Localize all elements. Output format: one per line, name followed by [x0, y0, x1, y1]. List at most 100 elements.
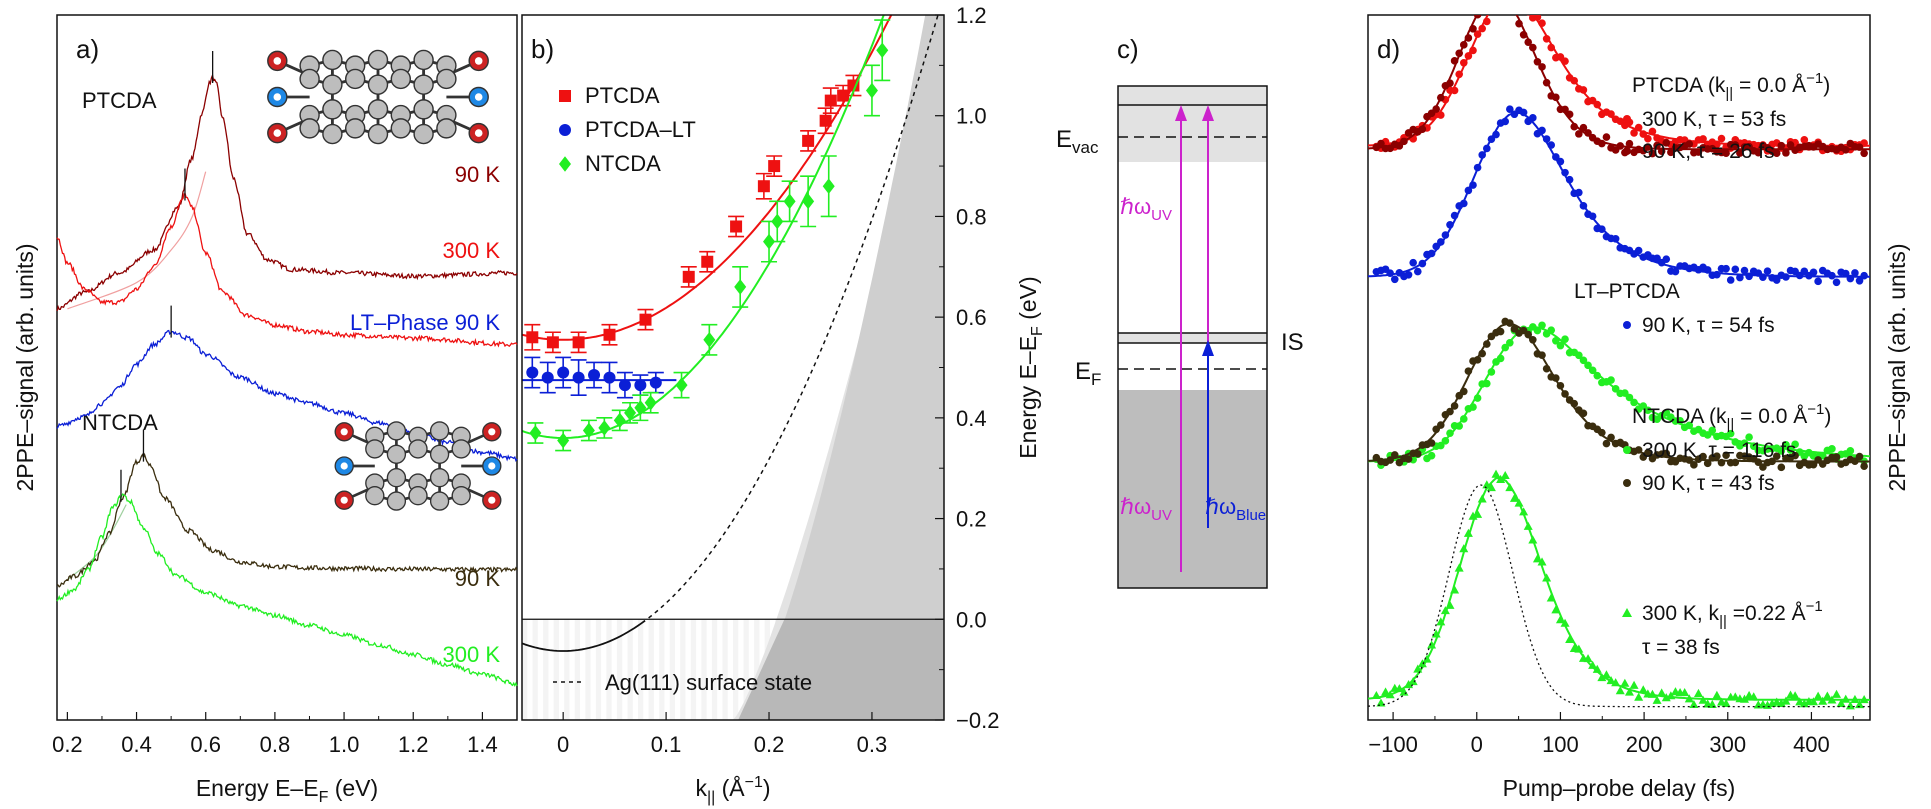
panel-a-spectrum-line	[56, 192, 518, 348]
ptcda-molecule-icon-atom-c	[322, 123, 343, 145]
panel-a-group-ntcda: NTCDA	[82, 410, 158, 435]
panel-d-point	[1699, 452, 1707, 461]
panel-b-xlabel: k|| (Å−1)	[695, 774, 770, 806]
panel-d-point	[1634, 692, 1644, 701]
ptcda-molecule-icon-atom-o-core	[273, 57, 282, 65]
ntcda-molecule-icon-atom-o-core	[488, 428, 496, 436]
panel-d-point	[1860, 462, 1868, 471]
panel-d-point	[1713, 452, 1721, 460]
panel-d-point	[1731, 265, 1740, 274]
panel-c-ef-label: EF	[1075, 358, 1101, 389]
panel-d-point	[1620, 678, 1630, 687]
panel-d-legend-text-part: = 0.0 Å	[1734, 405, 1807, 428]
panel-b-point	[639, 313, 652, 326]
panel-d-point	[1832, 689, 1842, 698]
panel-d-point	[1662, 449, 1671, 458]
panel-b-stripe	[595, 619, 602, 720]
panel-d-legend-marker	[1622, 608, 1632, 617]
panel-d-point	[1721, 698, 1731, 707]
ntcda-molecule-icon-atom-c	[429, 421, 450, 441]
panel-b-xlabel-part: (Å	[715, 774, 745, 801]
panel-d-point	[1390, 275, 1399, 284]
panel-b-surface-state-occupied	[522, 619, 646, 652]
panel-d-legend-text: LT–PTCDA	[1574, 280, 1680, 303]
panel-d-legend-text: 300 K, τ = 116 fs	[1642, 439, 1796, 462]
panel-b-stripe	[669, 619, 675, 720]
panel-d-point	[1506, 105, 1514, 113]
panel-c-vacuum-band	[1118, 86, 1267, 162]
panel-b-point	[768, 160, 781, 173]
panel-d-point	[1413, 267, 1422, 276]
panel-d-point	[1791, 440, 1799, 449]
panel-c-uv-arrow-head	[1175, 105, 1187, 121]
panel-d-point	[1492, 1, 1500, 9]
panel-d-legend-text-part: −1	[1806, 598, 1823, 615]
panel-b-point	[582, 422, 595, 439]
panel-a-xlabel-part: F	[319, 789, 329, 806]
panel-a-label: a)	[76, 34, 99, 64]
panel-d-point	[1592, 664, 1602, 673]
ptcda-molecule-icon-atom-c	[299, 68, 320, 90]
panel-d-legend-text: 300 K, τ = 53 fs	[1642, 108, 1786, 131]
ptcda-molecule-icon-atom-c	[367, 74, 389, 95]
panel-c-frame	[1117, 85, 1268, 589]
ntcda-molecule-icon-atom-o-core	[488, 496, 496, 504]
panel-d-point	[1455, 422, 1463, 430]
panel-d-legend-marker	[1623, 321, 1631, 329]
panel-d-legend-text-part: 300 K, k	[1642, 602, 1720, 625]
panel-d-point	[1777, 141, 1786, 150]
panel-d-point	[1800, 136, 1809, 144]
panel-c-blue-label-part: ℏω	[1205, 494, 1236, 519]
panel-d-point	[1855, 277, 1864, 285]
panel-a-xtick-label: 1.4	[467, 732, 498, 757]
panel-b-legend-marker	[559, 156, 571, 172]
panel-d-point	[1846, 447, 1855, 455]
ptcda-molecule-icon-atom-c	[322, 74, 343, 95]
ntcda-molecule-icon-atom-c	[429, 491, 450, 511]
ptcda-molecule-icon-atom-c	[322, 99, 343, 120]
panel-d-point	[1777, 463, 1786, 472]
panel-b-stripe	[616, 619, 623, 720]
panel-b-plot	[522, 15, 944, 720]
panel-d-point	[1524, 330, 1533, 339]
panel-b-legend-text: PTCDA	[585, 83, 660, 108]
panel-c-blue-label-part: Blue	[1236, 507, 1266, 524]
panel-d-point	[1615, 686, 1625, 695]
panel-b-xtick-label: 0.2	[754, 732, 785, 757]
panel-b-band-dark	[738, 619, 944, 720]
panel-d-point	[1629, 680, 1639, 689]
panel-b-stripe	[532, 619, 538, 720]
ptcda-molecule-icon-atom-o-core	[474, 57, 483, 65]
panel-b-point	[734, 279, 747, 295]
panel-d-point	[1832, 278, 1841, 287]
panel-b-point	[819, 114, 832, 127]
panel-d-point	[1409, 258, 1417, 267]
panel-d-point	[1511, 6, 1519, 14]
panel-d-point	[1506, 0, 1514, 8]
panel-d-point	[1809, 268, 1818, 277]
panel-b-point	[603, 328, 616, 341]
panel-b-point	[757, 180, 770, 193]
panel-a-xtick-label: 0.4	[121, 732, 152, 757]
panel-b-point	[763, 233, 776, 250]
panel-b-point	[783, 193, 796, 210]
panel-d-plot	[1368, 0, 1870, 710]
panel-d-point	[1745, 433, 1753, 441]
panel-d-point	[1638, 685, 1648, 694]
panel-d-point	[1625, 139, 1634, 148]
panel-c-uv-label: ℏωUV	[1120, 194, 1172, 224]
ntcda-molecule-icon-atom-c	[451, 486, 471, 506]
panel-b-ylabel-part: F	[1029, 326, 1046, 336]
panel-b-point	[837, 89, 850, 102]
ptcda-molecule-icon-atom-c	[413, 74, 434, 95]
panel-b-stripe	[648, 619, 654, 720]
ptcda-molecule-icon-atom-c	[344, 118, 366, 139]
panel-d-point	[1722, 451, 1730, 460]
panel-d-point	[1772, 452, 1781, 461]
panel-c-blue-label: ℏωBlue	[1205, 494, 1266, 524]
panel-b-stripe	[711, 619, 718, 720]
panel-b-ylabel: Energy E–EF (eV)	[1015, 276, 1046, 458]
panel-d-point	[1855, 452, 1864, 461]
panel-a-series-label: 90 K	[455, 566, 501, 591]
panel-d-point	[1497, 0, 1505, 6]
